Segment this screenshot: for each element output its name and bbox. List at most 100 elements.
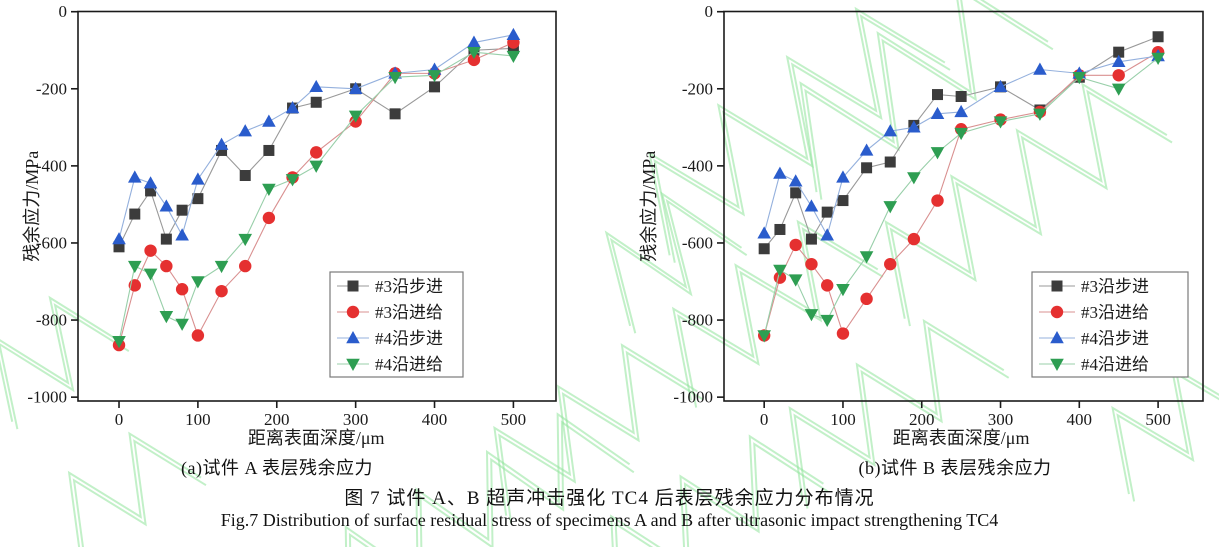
- chart-a-series-3-point: [127, 260, 142, 274]
- chart-b-series-3-line: [763, 57, 1159, 336]
- chart-a-series-2-point: [309, 79, 324, 93]
- chart-b-series-3-point: [820, 314, 835, 328]
- chart-b-ytick-label: -800: [682, 311, 713, 330]
- chart-a-series-0-point: [389, 108, 401, 120]
- chart-b-series-3-point: [773, 264, 787, 277]
- chart-a-series-2-point: [175, 228, 189, 241]
- chart-a-ytick-label: -200: [36, 79, 67, 98]
- chart-a-series-2-point: [262, 114, 276, 127]
- chart-b-xtick-label: 400: [1067, 410, 1093, 429]
- chart-a-series-2-point: [191, 172, 205, 185]
- chart-b-series-2-point: [930, 106, 945, 120]
- chart-a-series-0-point: [176, 204, 188, 216]
- chart-a-series-1-point: [191, 329, 205, 342]
- chart-a-xtick-label: 500: [501, 410, 527, 429]
- chart-b-series-3-point: [804, 309, 819, 322]
- chart-b-series-3: [757, 52, 1165, 343]
- chart-b-series-3-point: [1111, 83, 1126, 96]
- chart-b-ytick-label: 0: [705, 2, 714, 21]
- chart-a-ytick-label: -800: [36, 311, 67, 330]
- chart-b-series-0-point: [805, 233, 817, 245]
- chart-b: 0 -200 -400 -600 -800 -1000 0 100 200 300 400 500 距离…: [639, 2, 1204, 448]
- chart-a-xtick-label: 100: [185, 410, 211, 429]
- chart-b-series-3-point: [930, 147, 945, 160]
- chart-a-legend-marker: [346, 331, 360, 344]
- chart-a-series-1-point: [160, 259, 173, 273]
- chart-b-series-0-point: [758, 243, 770, 255]
- chart-a-series-1-point: [144, 244, 157, 257]
- chart-b-series-1-point: [907, 232, 921, 246]
- chart-a-series-1-point: [239, 259, 252, 273]
- chart-a-ytick-label: -1000: [27, 388, 67, 407]
- chart-a-series-0-line: [118, 47, 514, 248]
- chart-a-series-3-point: [191, 276, 205, 289]
- chart-a: 0 -200 -400 -600 -800 -1000 0 100 200 300 400 500 距离…: [22, 2, 557, 448]
- chart-a-series-1-point: [215, 284, 228, 298]
- chart-b-series-1-point: [931, 194, 944, 207]
- chart-b-series-1-point: [1112, 69, 1125, 82]
- chart-a-xtick-label: 300: [343, 410, 369, 429]
- figure-caption-chinese: 图 7 试件 A、B 超声冲击强化 TC4 后表层残余应力分布情况: [344, 488, 875, 509]
- chart-b-xtick-label: 500: [1145, 410, 1171, 429]
- chart-b-series-1-point: [884, 257, 897, 271]
- chart-b-xtick-label: 300: [988, 410, 1014, 429]
- chart-a-series-2-point: [127, 170, 142, 183]
- chart-a-frame: [77, 10, 557, 402]
- chart-a-ytick-label: -600: [36, 233, 67, 252]
- chart-a-series-0-point: [263, 144, 275, 156]
- chart-a-series-2-point: [285, 101, 300, 114]
- chart-b-series-2-point: [788, 174, 803, 187]
- chart-a-series-3-point: [238, 233, 253, 247]
- chart-b-series-2-point: [1111, 54, 1126, 68]
- chart-b-legend-label: #4沿步进: [1081, 329, 1149, 348]
- chart-a-series-3-point: [262, 183, 276, 197]
- chart-b-series-2-point: [773, 166, 787, 179]
- chart-b-series-3-point: [1072, 72, 1087, 85]
- chart-b-series-3-point: [788, 274, 803, 287]
- chart-a-series-3-point: [112, 336, 126, 349]
- chart-b-ytick-label: -1000: [673, 388, 713, 407]
- chart-a-series-0-point: [192, 193, 204, 205]
- chart-a-series-3: [112, 46, 521, 349]
- chart-a-series-2-point: [467, 35, 481, 48]
- chart-a-legend-label: #4沿步进: [375, 329, 443, 348]
- chart-a-series-2-point: [143, 176, 158, 189]
- chart-a-series-3-point: [159, 311, 174, 324]
- chart-b-series-1-point: [789, 238, 802, 252]
- chart-a-series-2-point: [159, 199, 174, 212]
- chart-b-yaxis-title: 残余应力/MPa: [639, 151, 659, 262]
- chart-a-series-0-point: [160, 233, 172, 245]
- chart-a-series-2-line: [118, 34, 514, 240]
- chart-a-series-2-point: [214, 137, 229, 150]
- chart-a-series-3-point: [143, 268, 158, 281]
- chart-b-series-0-point: [932, 89, 944, 101]
- chart-b-series-0-point: [1113, 46, 1125, 58]
- chart-a-xtick-label: 0: [115, 410, 124, 429]
- chart-b-legend-marker: [1051, 280, 1063, 292]
- chart-b-frame: [723, 10, 1204, 402]
- chart-a-legend-label: #4沿进给: [375, 355, 443, 374]
- chart-b-ytick-label: -200: [682, 79, 713, 98]
- chart-a-xtick-label: 200: [264, 410, 290, 429]
- watermark-zigzag: [788, 318, 1010, 509]
- chart-a-series-0-point: [310, 96, 322, 108]
- chart-a-ytick-label: 0: [59, 2, 68, 21]
- chart-b-series-3-point: [993, 116, 1008, 129]
- watermark-zigzag: [493, 343, 703, 524]
- chart-a-series-0-point: [239, 170, 251, 182]
- chart-b-legend-marker: [1050, 358, 1064, 371]
- chart-a-series-3-point: [175, 318, 189, 331]
- chart-a-series-1-point: [175, 283, 189, 296]
- chart-a-series-2-point: [348, 81, 363, 94]
- chart-a-series-0-point: [429, 81, 441, 93]
- chart-a-series-0-point: [145, 185, 157, 197]
- chart-b-ytick-label: -600: [682, 233, 713, 252]
- chart-b-series-2-point: [993, 79, 1008, 93]
- watermark-zigzag: [1111, 364, 1219, 502]
- chart-a-series-3-point: [467, 46, 481, 60]
- chart-b-series-1-point: [805, 257, 818, 271]
- chart-b-series-2-point: [883, 124, 898, 137]
- chart-a-series-1-point: [262, 211, 276, 225]
- chart-a-series-1-point: [310, 146, 323, 159]
